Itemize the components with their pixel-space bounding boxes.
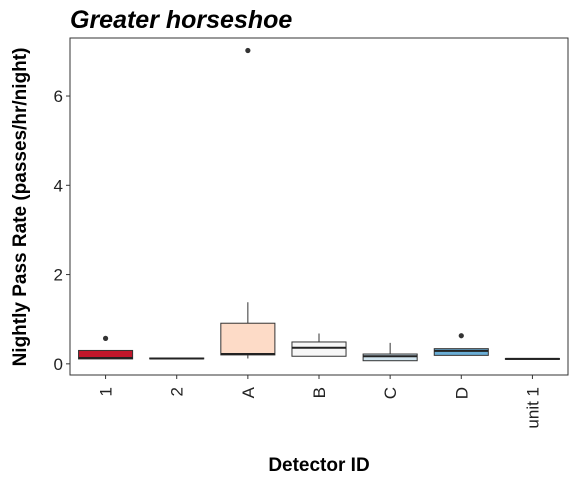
box-iqr [433, 348, 489, 356]
x-tick-label: B [310, 387, 329, 398]
box-1 [78, 335, 134, 360]
y-tick-label: 2 [54, 266, 63, 285]
boxes [78, 47, 560, 362]
y-tick-label: 4 [54, 176, 63, 195]
box-C [362, 342, 418, 362]
box-D [433, 333, 489, 356]
x-axis-title: Detector ID [268, 455, 369, 476]
x-tick-label: 2 [168, 387, 187, 396]
outlier-point [458, 333, 464, 339]
y-tick-label: 6 [54, 87, 63, 106]
box-A [220, 47, 276, 359]
plot-panel [69, 37, 569, 376]
outlier-point [102, 335, 109, 341]
box-iqr [291, 341, 347, 357]
x-tick-label: 1 [97, 387, 116, 396]
box-B [291, 333, 347, 357]
x-tick-label: C [381, 387, 400, 399]
x-tick-label: unit 1 [523, 387, 542, 429]
y-tick-label: 0 [54, 355, 63, 374]
box-2 [149, 357, 205, 360]
chart-title: Greater horseshoe [70, 6, 292, 34]
x-tick-label: A [239, 386, 258, 398]
y-axis-title: Nightly Pass Rate (passes/hr/night) [10, 48, 31, 367]
box-iqr [362, 353, 418, 362]
y-axis: 0 2 4 6 [54, 87, 70, 374]
x-tick-label: D [452, 387, 471, 399]
box-iqr [220, 322, 276, 356]
box-unit-1 [504, 357, 560, 360]
outlier-point [245, 47, 251, 54]
